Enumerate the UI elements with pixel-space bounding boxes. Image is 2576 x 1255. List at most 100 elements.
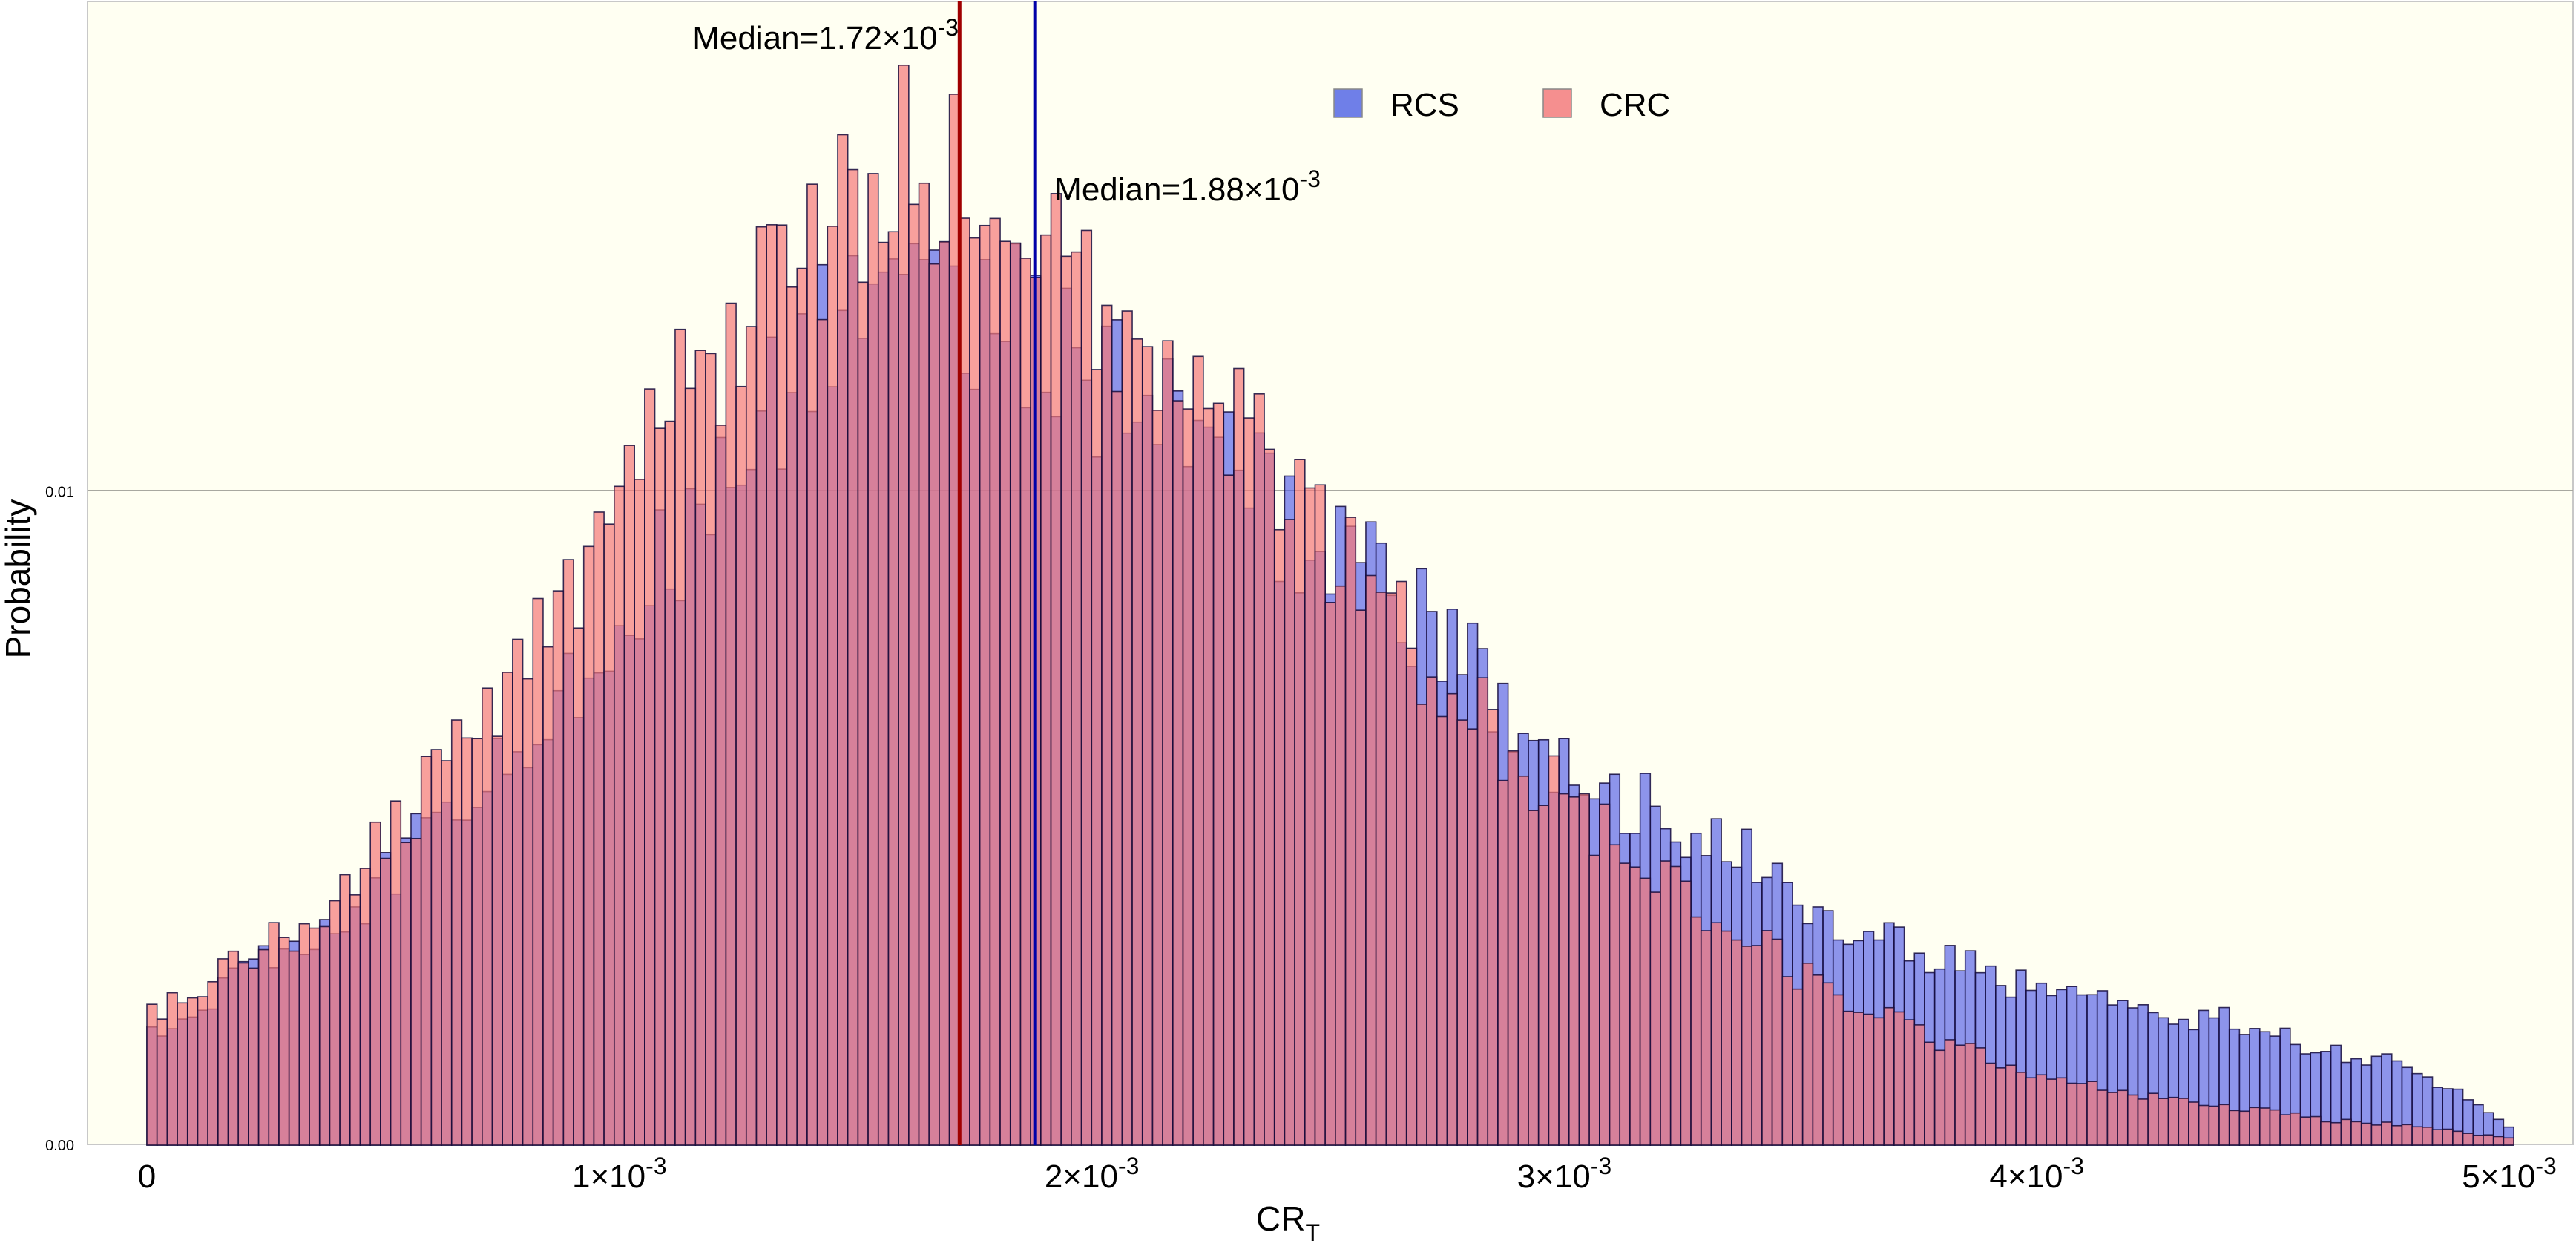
crc-bar <box>1487 709 1499 1146</box>
crc-bar <box>237 962 249 1146</box>
crc-bar <box>1121 310 1133 1146</box>
crc-bar <box>156 1018 168 1146</box>
crc-bar <box>166 992 178 1146</box>
crc-bar <box>2238 1110 2250 1146</box>
crc-bar <box>1792 988 1804 1146</box>
crc-bar <box>796 267 808 1146</box>
crc-bar <box>1721 930 1732 1146</box>
crc-bar <box>2422 1127 2434 1146</box>
crc-bar <box>2411 1126 2423 1146</box>
crc-bar <box>827 226 838 1146</box>
crc-bar <box>390 800 402 1146</box>
crc-bar <box>2178 1098 2189 1146</box>
crc-bar <box>786 286 798 1146</box>
crc-bar <box>1071 251 1082 1146</box>
crc-bar <box>441 760 453 1146</box>
crc-bar <box>1710 922 1722 1146</box>
median-label-rcs: Median=1.88×10-3 <box>1054 166 1321 208</box>
crc-bar <box>867 173 879 1146</box>
crc-bar <box>1700 930 1712 1146</box>
crc-bar <box>1669 865 1682 1146</box>
crc-bar <box>2086 1081 2098 1146</box>
crc-bar <box>2381 1121 2393 1146</box>
crc-bar <box>1324 602 1336 1146</box>
legend-label-rcs: RCS <box>1390 87 1459 123</box>
crc-bar <box>2401 1124 2413 1146</box>
crc-bar <box>766 224 778 1146</box>
crc-bar <box>1609 844 1621 1146</box>
crc-bar <box>2076 1083 2088 1146</box>
crc-bar <box>2340 1118 2352 1146</box>
crc-bar <box>2350 1121 2362 1146</box>
crc-bar <box>1913 1024 1925 1146</box>
crc-bar <box>471 738 483 1146</box>
crc-bar <box>664 420 676 1146</box>
crc-bar <box>2158 1098 2169 1146</box>
crc-bar <box>1456 719 1468 1146</box>
crc-bar <box>491 735 503 1146</box>
crc-bar <box>1060 255 1072 1146</box>
crc-bar <box>329 900 341 1146</box>
crc-bar <box>552 590 565 1146</box>
crc-bar <box>1091 369 1103 1146</box>
crc-bar <box>369 821 381 1146</box>
crc-bar <box>1467 728 1479 1146</box>
crc-bar <box>1385 592 1397 1146</box>
crc-bar <box>1233 367 1245 1146</box>
crc-bar <box>482 687 493 1146</box>
crc-bar <box>380 857 392 1146</box>
y-tick-label: 0.01 <box>45 484 74 500</box>
crc-bar <box>674 328 686 1146</box>
crc-bar <box>1405 647 1418 1146</box>
crc-bar <box>1009 242 1022 1146</box>
crc-bar <box>1182 408 1194 1146</box>
crc-bar <box>1162 340 1174 1146</box>
crc-bar <box>2096 1089 2109 1146</box>
crc-bar <box>776 224 788 1146</box>
crc-bar <box>1863 1013 1875 1146</box>
crc-bar <box>2492 1136 2505 1146</box>
crc-bar <box>1639 877 1652 1146</box>
crc-bar <box>146 1003 158 1146</box>
crc-bar <box>461 737 473 1146</box>
crc-bar <box>1497 779 1509 1146</box>
crc-bar <box>1355 609 1367 1146</box>
crc-bar <box>898 64 910 1146</box>
crc-bar <box>2320 1121 2332 1146</box>
crc-bar <box>2299 1116 2312 1146</box>
crc-bar <box>745 326 758 1146</box>
crc-bar <box>2269 1109 2281 1146</box>
crc-bar <box>1924 1041 1936 1146</box>
crc-bar <box>1812 974 1824 1146</box>
crc-bar <box>573 627 585 1146</box>
crc-bar <box>1995 1067 2007 1146</box>
crc-bar <box>2117 1089 2129 1146</box>
crc-bar <box>2462 1133 2474 1146</box>
crc-bar <box>318 925 331 1146</box>
crc-bar <box>1375 592 1387 1146</box>
crc-bar <box>979 224 991 1146</box>
crc-bar <box>2126 1094 2139 1146</box>
crc-bar <box>1141 346 1154 1146</box>
crc-bars <box>146 64 2514 1146</box>
crc-bar <box>2360 1122 2373 1146</box>
crc-bar <box>1680 880 1692 1146</box>
legend: RCS CRC <box>1333 87 1670 123</box>
crc-bar <box>1314 484 1326 1146</box>
crc-bar <box>1131 338 1143 1146</box>
crc-bar <box>1050 193 1062 1146</box>
crc-bar <box>1294 459 1306 1146</box>
crc-bar <box>2025 1077 2037 1146</box>
crc-bar <box>512 638 524 1146</box>
crc-bar <box>2472 1134 2484 1146</box>
crc-bar <box>542 646 554 1146</box>
crc-bar <box>1080 229 1093 1146</box>
crc-bar <box>430 749 442 1146</box>
crc-bar <box>1243 417 1255 1146</box>
crc-bar <box>1954 1044 1966 1146</box>
crc-bar <box>593 511 605 1146</box>
crc-bar <box>2035 1074 2048 1146</box>
crc-bar <box>816 318 829 1146</box>
crc-bar <box>186 997 199 1146</box>
crc-bar <box>908 203 920 1146</box>
